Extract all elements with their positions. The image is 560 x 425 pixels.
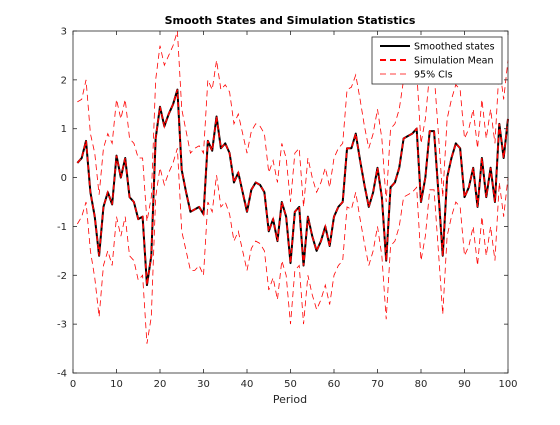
x-tick-label: 80 — [415, 379, 428, 390]
chart-title: Smooth States and Simulation Statistics — [165, 14, 416, 27]
series-ci-upper — [77, 30, 509, 222]
x-tick-label: 20 — [154, 379, 167, 390]
x-tick-label: 70 — [371, 379, 384, 390]
y-tick-label: -1 — [57, 222, 67, 233]
y-tick-label: -3 — [57, 320, 67, 331]
x-tick-label: 40 — [241, 379, 254, 390]
y-tick-label: 2 — [61, 75, 67, 86]
series-layer — [76, 30, 509, 344]
ticks-layer: 0 10 20 30 40 50 60 70 80 90 100 -4 -3 -2 -1 0 1 2 3 — [57, 27, 518, 391]
x-tick-label: 30 — [197, 379, 210, 390]
x-tick-label: 60 — [328, 379, 341, 390]
y-tick-label: -4 — [57, 369, 67, 380]
legend-label-smoothed: Smoothed states — [414, 42, 495, 53]
series-ci-lower — [77, 148, 509, 344]
legend-label-mean: Simulation Mean — [414, 56, 494, 67]
x-tick-label: 90 — [458, 379, 471, 390]
y-tick-label: -2 — [57, 271, 67, 282]
x-tick-label: 50 — [284, 379, 297, 390]
legend-label-ci: 95% CIs — [414, 70, 453, 81]
y-tick-label: 3 — [61, 27, 67, 38]
y-tick-label: 0 — [61, 173, 67, 184]
x-axis-label: Period — [273, 393, 307, 406]
series-simulation-mean — [76, 89, 509, 286]
x-tick-label: 100 — [498, 379, 517, 390]
y-tick-label: 1 — [61, 124, 67, 135]
x-tick-label: 10 — [110, 379, 123, 390]
legend: Smoothed states Simulation Mean 95% CIs — [371, 36, 503, 85]
x-tick-label: 0 — [70, 379, 76, 390]
